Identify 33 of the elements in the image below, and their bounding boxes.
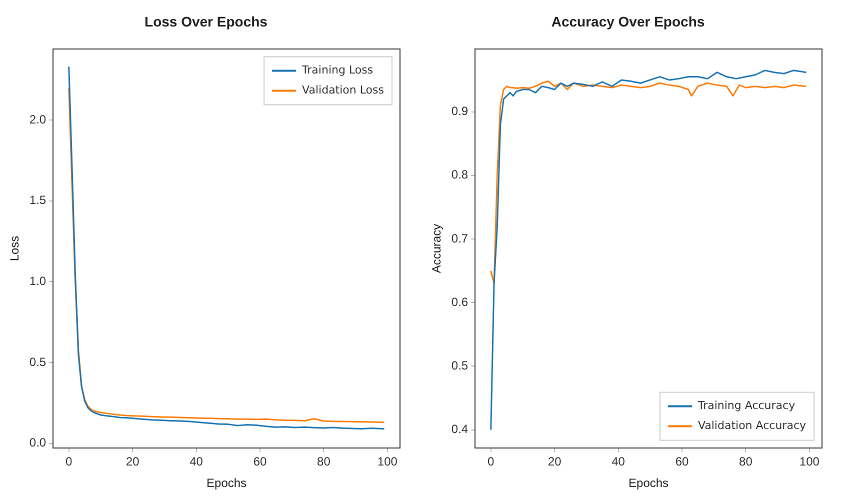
x-tick-label: 20 — [126, 454, 140, 469]
x-axis-title: Epochs — [206, 476, 247, 490]
legend-label: Validation Loss — [302, 84, 384, 97]
y-tick-label: 0.7 — [451, 231, 468, 246]
x-tick-label: 40 — [190, 454, 204, 469]
x-tick-label: 0 — [66, 454, 73, 469]
chart-title: Loss Over Epochs — [144, 13, 268, 30]
legend-label: Training Loss — [301, 64, 374, 77]
chart-title: Accuracy Over Epochs — [551, 13, 705, 30]
y-tick-label: 0.5 — [29, 354, 46, 369]
y-tick-label: 0.6 — [451, 294, 468, 309]
x-axis-title: Epochs — [628, 476, 669, 490]
x-tick-label: 40 — [612, 454, 626, 469]
legend-label: Validation Accuracy — [698, 419, 806, 432]
y-tick-label: 0.8 — [451, 168, 468, 182]
y-tick-label: 2.0 — [29, 112, 46, 126]
y-tick-label: 1.5 — [29, 193, 46, 208]
x-tick-label: 0 — [488, 454, 495, 469]
y-tick-label: 0.9 — [451, 104, 468, 118]
legend-label: Training Accuracy — [696, 399, 796, 412]
y-axis-title: Loss — [8, 236, 22, 262]
y-tick-label: 1.0 — [29, 274, 46, 288]
x-tick-label: 100 — [799, 454, 820, 469]
y-tick-label: 0.4 — [451, 422, 468, 436]
y-tick-label: 0.5 — [451, 358, 468, 372]
x-tick-label: 100 — [377, 454, 398, 469]
x-tick-label: 60 — [675, 454, 689, 469]
x-tick-label: 80 — [739, 454, 753, 469]
y-axis-title: Accuracy — [430, 224, 444, 274]
x-tick-label: 60 — [253, 454, 267, 469]
x-tick-label: 80 — [317, 454, 331, 469]
x-tick-label: 20 — [548, 454, 562, 469]
y-tick-label: 0.0 — [29, 436, 46, 450]
